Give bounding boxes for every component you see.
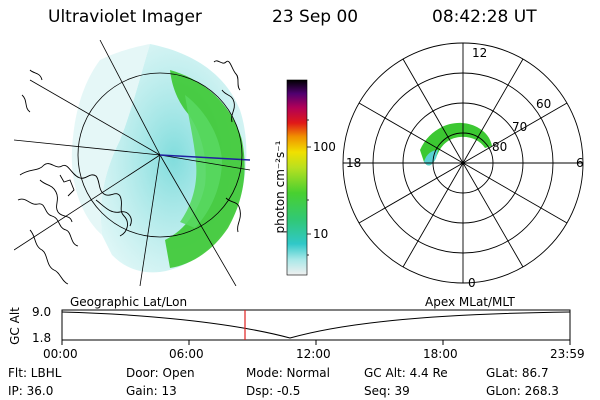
info-seq: Seq: 39: [364, 384, 410, 398]
mlt-label-18: 18: [346, 156, 362, 170]
info-dsp: Dsp: -0.5: [246, 384, 301, 398]
mlat-label-80: 80: [492, 140, 508, 154]
date-label: 23 Sep 00: [272, 7, 359, 27]
info-glat: GLat: 86.7: [486, 366, 549, 380]
mlt-label-0: 0: [468, 276, 476, 290]
timeline-y-tick-9: 9.0: [32, 305, 52, 319]
altitude-curve: [61, 311, 571, 339]
timeline-left-label: Geographic Lat/Lon: [70, 295, 188, 309]
polar-plot: [342, 42, 584, 284]
mlat-label-70: 70: [512, 120, 528, 134]
info-mode: Mode: Normal: [246, 366, 330, 380]
timeline-y-tick-1-8: 1.8: [32, 331, 52, 345]
polar-aurora: [420, 122, 492, 166]
mlt-label-6: 6: [576, 156, 584, 170]
info-flt: Flt: LBHL: [8, 366, 62, 380]
meridians: [14, 40, 251, 286]
timeline-right-label: Apex MLat/MLT: [425, 295, 515, 309]
mlat-label-60: 60: [536, 97, 552, 111]
colorbar-tick-10: 10: [313, 227, 329, 241]
timeline-x-tick-1200: 12:00: [296, 347, 331, 361]
mlt-label-12: 12: [472, 46, 488, 60]
aurora-band: [165, 70, 245, 268]
timeline-x-tick-1800: 18:00: [423, 347, 458, 361]
info-gain: Gain: 13: [126, 384, 177, 398]
image-footprint-fringe: [71, 44, 150, 235]
timeline-x-tick-2359: 23:59: [550, 347, 585, 361]
timeline-x-tick-0000: 00:00: [43, 347, 78, 361]
colorbar: [286, 79, 308, 276]
colorbar-ticks: [307, 119, 311, 256]
timeline-x-tick-0600: 06:00: [169, 347, 204, 361]
geographic-map: [14, 40, 251, 286]
info-door: Door: Open: [126, 366, 195, 380]
timeline-y-axis-label: GC Alt: [8, 307, 22, 345]
info-gcalt: GC Alt: 4.4 Re: [364, 366, 448, 380]
info-glon: GLon: 268.3: [486, 384, 559, 398]
timeline-plot: [61, 309, 571, 345]
instrument-title: Ultraviolet Imager: [48, 7, 202, 27]
time-label: 08:42:28 UT: [432, 7, 537, 27]
colorbar-tick-100: 100: [313, 140, 336, 154]
info-ip: IP: 36.0: [8, 384, 54, 398]
colorbar-unit-label: photon cm⁻²s⁻¹: [273, 140, 287, 234]
